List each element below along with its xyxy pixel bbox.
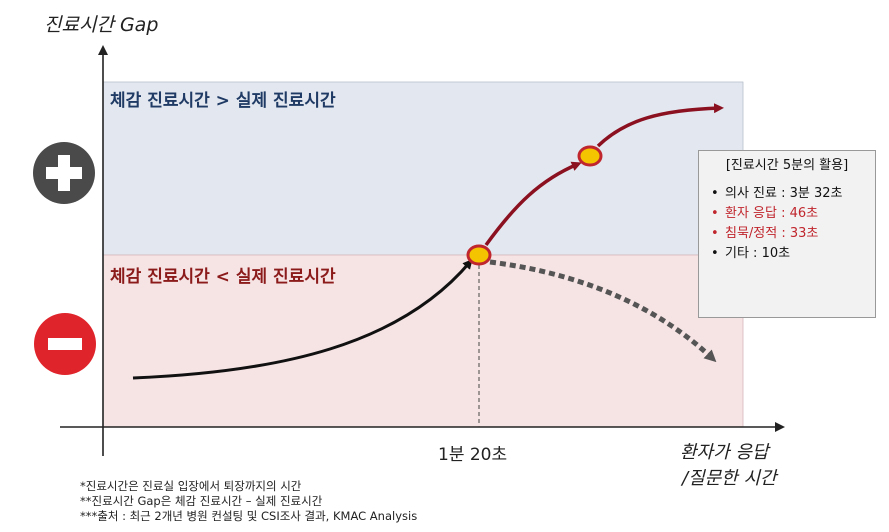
curve-rise-2 bbox=[596, 103, 724, 148]
x-axis-label-line2: /질문한 시간 bbox=[682, 468, 777, 489]
note-item: 의사 진료 : 3분 32초 bbox=[707, 185, 867, 203]
x-axis-label-line1: 환자가 응답 bbox=[680, 442, 769, 463]
footnote: ***출처 : 최근 2개년 병원 컨설팅 및 CSI조사 결과, KMAC A… bbox=[80, 509, 418, 523]
marker-inflection bbox=[466, 244, 492, 266]
y-axis-label: 진료시간 Gap bbox=[44, 14, 159, 36]
footnote: **진료시간 Gap은 체감 진료시간 – 실제 진료시간 bbox=[80, 494, 323, 508]
zone-bottom-label: 체감 진료시간 < 실제 진료시간 bbox=[110, 267, 336, 287]
zone-bottom-bg bbox=[102, 254, 744, 428]
note-title: [진료시간 5분의 활용] bbox=[725, 158, 849, 173]
minus-circle-icon bbox=[34, 313, 96, 375]
marker-upper bbox=[577, 145, 603, 167]
zone-top-label: 체감 진료시간 > 실제 진료시간 bbox=[110, 91, 336, 111]
x-tick-label: 1분 20초 bbox=[438, 445, 508, 465]
note-item: 기타 : 10초 bbox=[707, 245, 867, 263]
curve-rise-1 bbox=[484, 161, 582, 247]
curve-lower bbox=[132, 258, 473, 380]
note-item: 환자 응답 : 46초 bbox=[707, 205, 867, 223]
zone-top-bg bbox=[102, 81, 744, 256]
note-list: 의사 진료 : 3분 32초 환자 응답 : 46초 침묵/정적 : 33초 기… bbox=[707, 185, 867, 263]
note-item: 침묵/정적 : 33초 bbox=[707, 225, 867, 243]
plus-circle-icon bbox=[33, 142, 95, 204]
footnotes: *진료시간은 진료실 입장에서 퇴장까지의 시간 **진료시간 Gap은 체감 … bbox=[80, 479, 417, 524]
x-axis-label: 환자가 응답 /질문한 시간 bbox=[680, 440, 777, 492]
time-usage-note: [진료시간 5분의 활용] 의사 진료 : 3분 32초 환자 응답 : 46초… bbox=[698, 150, 876, 318]
footnote: *진료시간은 진료실 입장에서 퇴장까지의 시간 bbox=[80, 479, 302, 493]
curve-dashed-fall bbox=[489, 259, 717, 363]
